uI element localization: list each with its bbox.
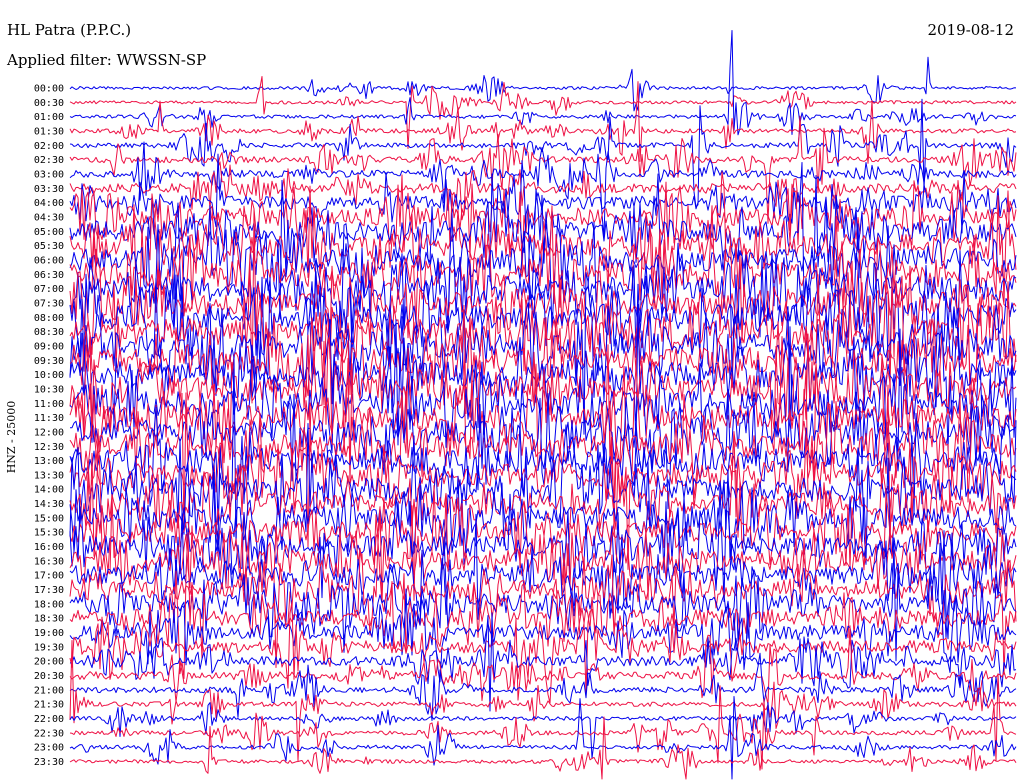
row-time-label: 17:00 bbox=[34, 571, 64, 582]
row-time-label: 06:00 bbox=[34, 256, 64, 267]
row-time-label: 20:00 bbox=[34, 657, 64, 668]
row-time-label: 06:30 bbox=[34, 270, 64, 281]
row-time-label: 11:30 bbox=[34, 413, 64, 424]
row-time-label: 01:30 bbox=[34, 127, 64, 138]
row-time-label: 04:00 bbox=[34, 198, 64, 209]
row-time-label: 19:30 bbox=[34, 642, 64, 653]
row-time-label: 07:00 bbox=[34, 284, 64, 295]
row-time-label: 02:00 bbox=[34, 141, 64, 152]
row-time-label: 03:00 bbox=[34, 170, 64, 181]
trace-row-1130 bbox=[69, 344, 1017, 503]
trace-row-0800 bbox=[69, 257, 1017, 378]
row-time-label: 21:30 bbox=[34, 700, 64, 711]
row-time-label: 05:00 bbox=[34, 227, 64, 238]
row-time-label: 10:00 bbox=[34, 370, 64, 381]
trace-row-2230 bbox=[69, 673, 1017, 770]
row-time-label: 16:30 bbox=[34, 556, 64, 567]
trace-row-1730 bbox=[69, 538, 1017, 668]
row-time-label: 19:00 bbox=[34, 628, 64, 639]
row-time-label: 20:30 bbox=[34, 671, 64, 682]
trace-row-1900 bbox=[69, 588, 1017, 683]
trace-row-0830 bbox=[69, 275, 1017, 405]
trace-row-2100 bbox=[69, 652, 1017, 721]
row-time-label: 05:30 bbox=[34, 241, 64, 252]
trace-row-1830 bbox=[69, 531, 1017, 679]
trace-row-0400 bbox=[69, 153, 1017, 235]
trace-row-1630 bbox=[69, 506, 1017, 604]
trace-group bbox=[69, 30, 1017, 780]
row-time-label: 14:30 bbox=[34, 499, 64, 510]
trace-row-0030 bbox=[69, 76, 1017, 149]
row-time-label: 00:00 bbox=[34, 84, 64, 95]
row-time-label: 15:30 bbox=[34, 528, 64, 539]
row-time-label: 09:30 bbox=[34, 356, 64, 367]
row-time-label: 00:30 bbox=[34, 98, 64, 109]
row-time-label: 18:30 bbox=[34, 614, 64, 625]
trace-row-2130 bbox=[69, 640, 1017, 762]
trace-row-2330 bbox=[69, 716, 1017, 780]
trace-row-0600 bbox=[69, 202, 1017, 334]
row-time-label: 15:00 bbox=[34, 513, 64, 524]
trace-row-1430 bbox=[69, 428, 1017, 570]
row-time-label: 18:00 bbox=[34, 599, 64, 610]
trace-row-1700 bbox=[69, 513, 1017, 640]
row-time-label: 08:30 bbox=[34, 327, 64, 338]
station-title: HL Patra (P.P.C.) bbox=[7, 21, 132, 39]
filter-label: Applied filter: WWSSN-SP bbox=[7, 51, 207, 69]
row-time-label: 12:30 bbox=[34, 442, 64, 453]
row-time-label: 22:30 bbox=[34, 728, 64, 739]
date-label: 2019-08-12 bbox=[927, 21, 1014, 39]
trace-row-2000 bbox=[69, 612, 1017, 712]
row-time-label: 22:00 bbox=[34, 714, 64, 725]
row-time-label: 13:00 bbox=[34, 456, 64, 467]
trace-row-1000 bbox=[69, 303, 1017, 451]
row-time-label: 04:30 bbox=[34, 213, 64, 224]
row-time-label: 01:00 bbox=[34, 112, 64, 123]
trace-row-1200 bbox=[69, 383, 1017, 510]
row-time-label: 08:00 bbox=[34, 313, 64, 324]
trace-row-0530 bbox=[69, 171, 1017, 327]
row-time-label: 23:00 bbox=[34, 743, 64, 754]
trace-row-0130 bbox=[69, 81, 1017, 164]
trace-row-0230 bbox=[69, 115, 1017, 224]
row-time-label: 02:30 bbox=[34, 155, 64, 166]
row-time-label: 13:30 bbox=[34, 470, 64, 481]
trace-row-0330 bbox=[69, 161, 1017, 242]
row-time-label: 07:30 bbox=[34, 298, 64, 309]
trace-row-2030 bbox=[69, 625, 1017, 705]
row-time-label: 17:30 bbox=[34, 585, 64, 596]
trace-row-2300 bbox=[69, 696, 1017, 780]
trace-row-1500 bbox=[69, 457, 1017, 583]
row-time-label: 11:00 bbox=[34, 399, 64, 410]
row-time-label: 23:30 bbox=[34, 757, 64, 768]
row-label-group: 00:00 00:30 01:00 01:30 02:00 02:30 03:00 03:30… bbox=[34, 84, 64, 769]
trace-row-0700 bbox=[69, 223, 1017, 373]
trace-row-0300 bbox=[69, 141, 1017, 238]
row-time-label: 09:00 bbox=[34, 341, 64, 352]
row-time-label: 14:00 bbox=[34, 485, 64, 496]
row-time-label: 16:00 bbox=[34, 542, 64, 553]
trace-row-2200 bbox=[69, 702, 1017, 759]
row-time-label: 03:30 bbox=[34, 184, 64, 195]
trace-row-1330 bbox=[69, 384, 1017, 548]
trace-row-0100 bbox=[69, 30, 1017, 136]
row-time-label: 12:00 bbox=[34, 427, 64, 438]
row-time-label: 10:30 bbox=[34, 384, 64, 395]
row-time-label: 21:00 bbox=[34, 685, 64, 696]
trace-row-1930 bbox=[69, 601, 1017, 704]
trace-row-1800 bbox=[69, 536, 1017, 662]
trace-row-0000 bbox=[69, 56, 1017, 112]
